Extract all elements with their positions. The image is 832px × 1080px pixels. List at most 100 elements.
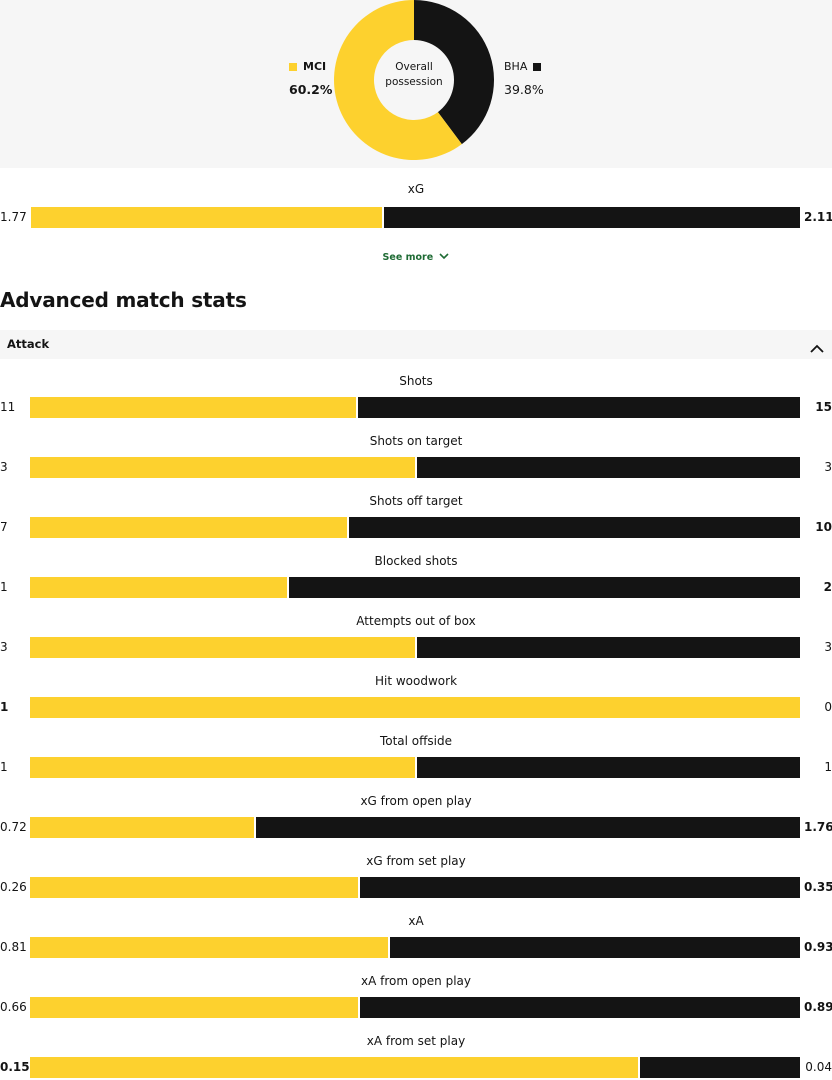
possession-home-value: 60.2%: [289, 82, 333, 97]
attack-accordion-header[interactable]: Attack: [0, 330, 832, 359]
stat-bar: [30, 637, 800, 658]
possession-center-line-2: possession: [385, 76, 443, 88]
stat-bar-home: [30, 637, 415, 658]
stat-label: Shots on target: [369, 434, 463, 448]
stat-bar-home: [30, 757, 415, 778]
stat-bar: [30, 877, 800, 898]
stat-bar-away: [417, 637, 800, 658]
stat-bar-away: [390, 937, 800, 958]
stat-bar-home: [30, 1057, 638, 1078]
stat-bar-home: [30, 457, 415, 478]
stat-bar-away: [255, 817, 800, 838]
stat-bar-home: [30, 997, 358, 1018]
stat-bar-divider: [347, 517, 350, 538]
stat-bar-away: [288, 577, 800, 598]
stat-bar: [30, 697, 800, 718]
stat-away-value: 15: [815, 400, 832, 414]
stat-bar-away: [417, 457, 800, 478]
stat-bar-divider: [355, 397, 358, 418]
stat-bar-home: [30, 517, 348, 538]
xg-away-value: 2.11: [804, 210, 832, 224]
stat-away-value: 0.89: [804, 1000, 832, 1014]
legend-home: MCI: [289, 60, 326, 73]
stat-away-value: 0.04: [805, 1060, 832, 1074]
stat-bar-divider: [286, 577, 289, 598]
stat-away-value: 3: [824, 460, 832, 474]
stat-bar-home: [30, 937, 389, 958]
stat-bar-home: [30, 577, 287, 598]
stat-label: Total offside: [379, 734, 453, 748]
stat-label: xA: [408, 914, 424, 928]
stat-away-value: 0: [824, 700, 832, 714]
possession-donut-chart: [334, 0, 494, 160]
stat-home-value: 3: [0, 460, 8, 474]
stat-home-value: 0.66: [0, 1000, 27, 1014]
xg-home-value: 1.77: [0, 210, 27, 224]
chevron-down-icon: [439, 252, 450, 263]
stat-bar: [30, 757, 800, 778]
stat-label: Blocked shots: [374, 554, 458, 568]
stat-home-value: 0.72: [0, 820, 27, 834]
stat-bar: [30, 577, 800, 598]
xg-bar-home: [31, 207, 382, 228]
stat-home-value: 7: [0, 520, 8, 534]
stat-bar-away: [349, 517, 800, 538]
stat-bar-divider: [415, 757, 417, 778]
see-more-label: See more: [382, 252, 434, 263]
stat-bar-divider: [357, 997, 360, 1018]
stat-home-value: 1: [0, 760, 8, 774]
stat-bar-away: [360, 877, 800, 898]
stat-bar: [30, 997, 800, 1018]
stat-bar-divider: [415, 457, 417, 478]
legend-away-name: BHA: [504, 60, 528, 73]
stat-home-value: 0.26: [0, 880, 27, 894]
xg-label: xG: [407, 182, 425, 196]
possession-slice-home: [334, 0, 462, 160]
chevron-up-icon: [810, 338, 824, 357]
stat-away-value: 10: [815, 520, 832, 534]
attack-accordion-label: Attack: [7, 337, 50, 351]
stat-label: Shots off target: [369, 494, 463, 508]
stat-bar-divider: [415, 637, 417, 658]
possession-center-label: Overall possession: [375, 60, 453, 90]
xg-bar-divider: [381, 207, 384, 228]
stat-away-value: 0.93: [804, 940, 832, 954]
possession-panel: Overall possession MCI 60.2% BHA 39.8%: [0, 0, 832, 168]
stat-bar: [30, 517, 800, 538]
stat-bar-divider: [358, 877, 361, 898]
stat-away-value: 1: [824, 760, 832, 774]
stat-label: xG from open play: [360, 794, 472, 808]
stat-home-value: 1: [0, 580, 8, 594]
stat-away-value: 2: [823, 580, 832, 594]
see-more-button[interactable]: See more: [0, 252, 832, 263]
stat-label: xA from set play: [366, 1034, 466, 1048]
stat-bar: [30, 457, 800, 478]
possession-slice-away: [414, 0, 494, 145]
stat-label: xG from set play: [366, 854, 466, 868]
legend-away: BHA: [504, 60, 542, 73]
legend-home-swatch: [289, 62, 297, 71]
possession-center-line-1: Overall: [395, 61, 433, 73]
legend-away-swatch: [533, 62, 542, 71]
stat-bar: [30, 1057, 800, 1078]
stat-bar: [30, 937, 800, 958]
stat-bar-away: [417, 757, 800, 778]
stat-bar-home: [30, 397, 356, 418]
stat-bar-away: [359, 997, 800, 1018]
possession-donut-svg: [334, 0, 494, 160]
stat-home-value: 0.15: [0, 1060, 30, 1074]
legend-home-name: MCI: [303, 60, 327, 73]
stat-label: Attempts out of box: [356, 614, 476, 628]
stat-bar-divider: [253, 817, 256, 838]
stat-away-value: 3: [824, 640, 832, 654]
stat-bar-home: [30, 817, 254, 838]
stat-away-value: 1.76: [804, 820, 832, 834]
xg-bar: [31, 207, 800, 228]
stat-bar-divider: [637, 1057, 640, 1078]
stat-away-value: 0.35: [804, 880, 832, 894]
stat-home-value: 0.81: [0, 940, 27, 954]
stat-bar-away: [639, 1057, 800, 1078]
stat-bar-home: [30, 877, 359, 898]
stat-bar: [30, 817, 800, 838]
xg-bar-away: [383, 207, 800, 228]
